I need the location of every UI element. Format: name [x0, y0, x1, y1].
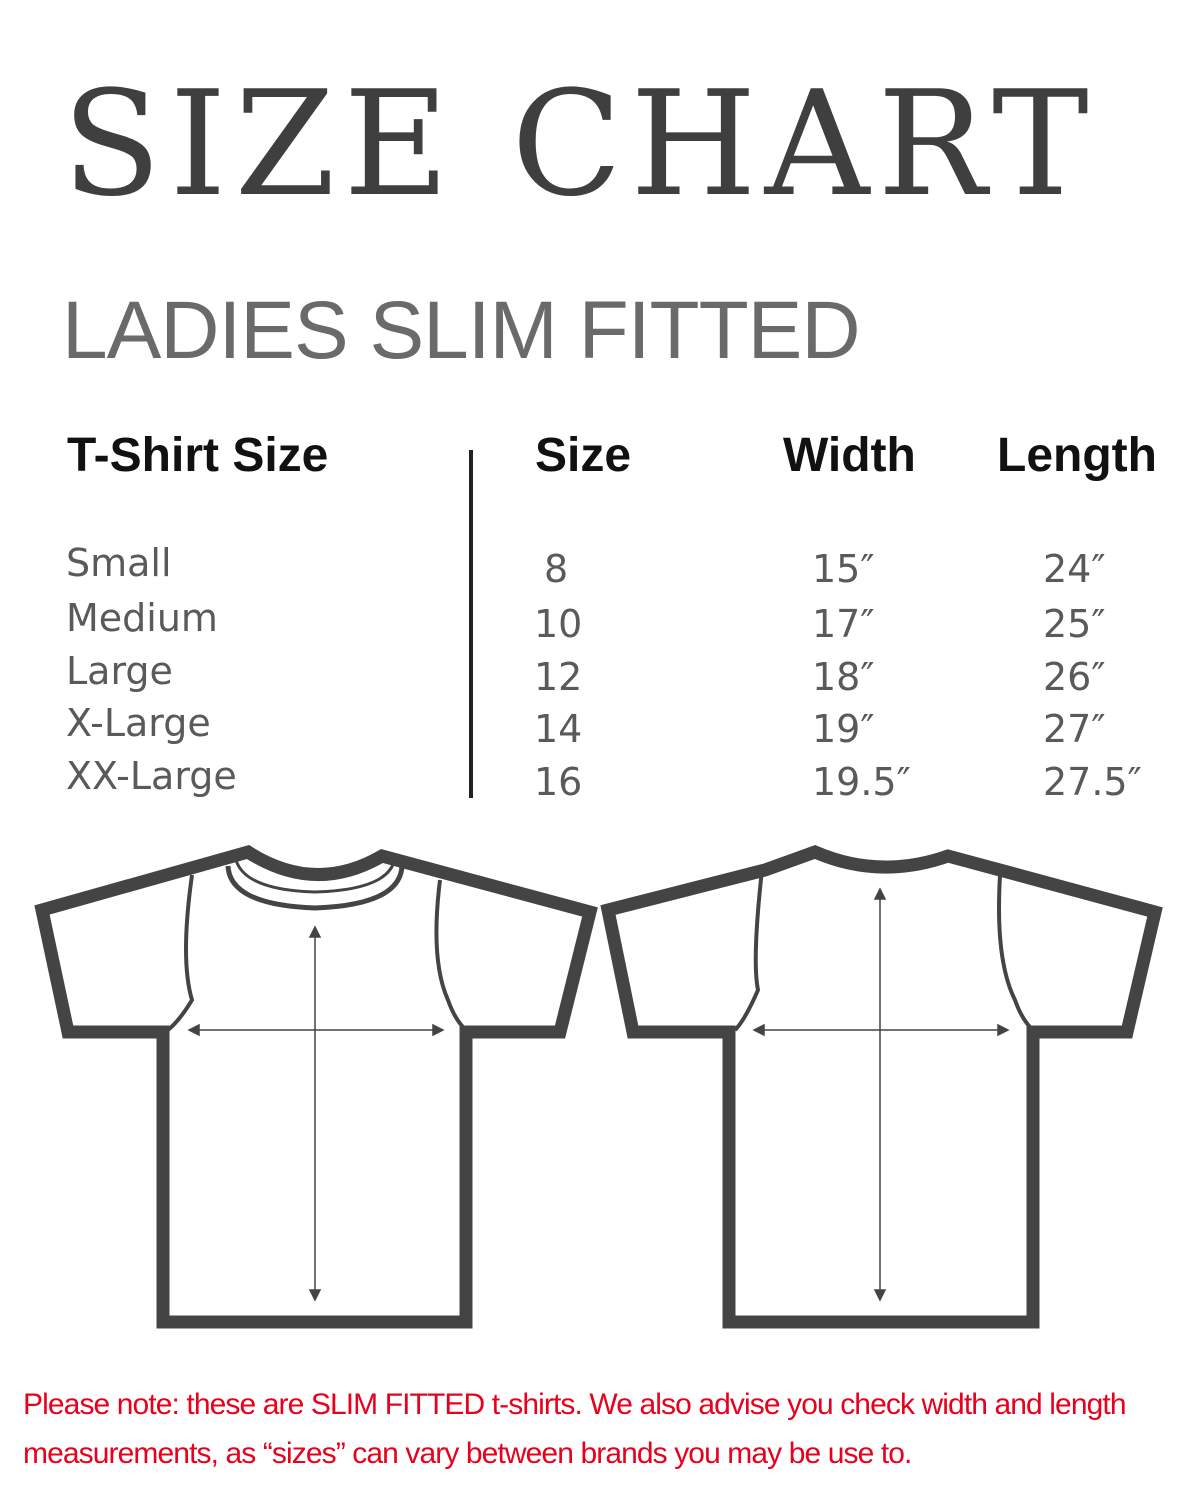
header-length: Length [997, 429, 1157, 482]
t-shirt-back-icon [600, 845, 1163, 1329]
slim-fit-note: Please note: these are SLIM FITTED t-shi… [23, 1388, 1127, 1470]
row-size: 8 [544, 547, 569, 591]
measurement-arrows [187, 887, 1010, 1302]
t-shirt-front-icon [34, 844, 598, 1329]
row-size: 14 [534, 707, 583, 751]
page-title: SIZE CHART [62, 60, 1097, 229]
row-length: 26″ [1043, 655, 1106, 699]
row-length: 24″ [1043, 547, 1106, 591]
row-name: Small [66, 541, 172, 585]
row-length: 27″ [1043, 707, 1106, 751]
row-name: X-Large [66, 701, 211, 745]
header-size: Size [535, 429, 632, 482]
row-width: 15″ [812, 547, 875, 591]
row-name: Medium [66, 596, 218, 640]
row-width: 17″ [812, 602, 875, 646]
header-width: Width [783, 429, 916, 482]
page-subtitle: LADIES SLIM FITTED [62, 285, 861, 376]
column-divider [469, 450, 473, 798]
header-tshirt-size: T-Shirt Size [67, 429, 329, 482]
row-width: 19.5″ [812, 760, 911, 804]
row-size: 10 [534, 602, 583, 646]
row-size: 12 [534, 655, 583, 699]
row-length: 25″ [1043, 602, 1106, 646]
row-name: XX-Large [66, 754, 237, 798]
row-length: 27.5″ [1043, 760, 1142, 804]
row-name: Large [66, 649, 173, 693]
row-size: 16 [534, 760, 583, 804]
row-width: 18″ [812, 655, 875, 699]
row-width: 19″ [812, 707, 875, 751]
